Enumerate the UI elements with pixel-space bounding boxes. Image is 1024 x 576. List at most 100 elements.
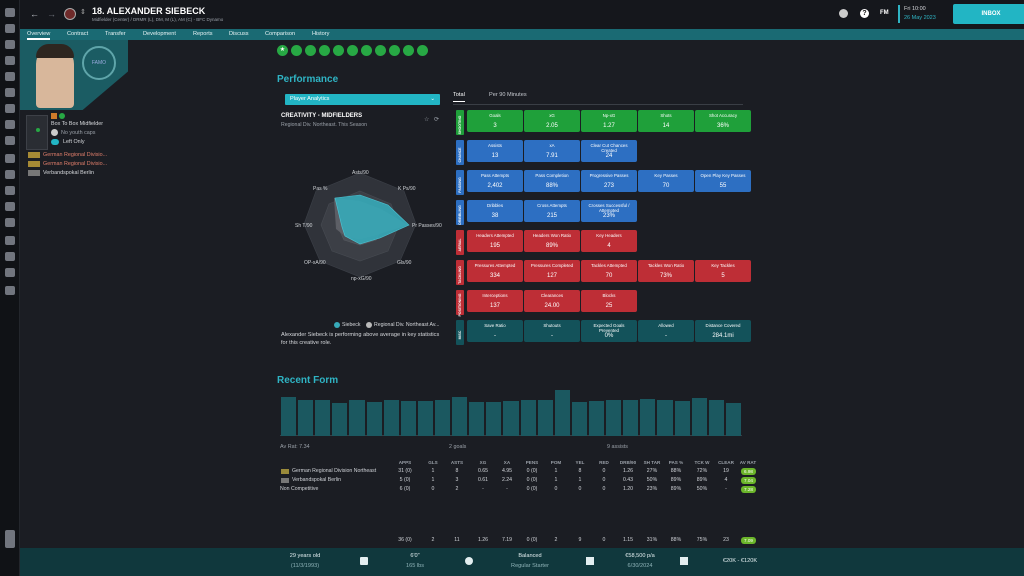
training-icon[interactable] [5, 104, 15, 113]
form-bar[interactable] [452, 397, 468, 436]
home-icon[interactable] [5, 8, 15, 17]
form-bar[interactable] [537, 400, 553, 436]
form-bar[interactable] [725, 402, 741, 436]
stats-header[interactable]: POM [550, 460, 562, 465]
tab-contract[interactable]: Contract [67, 31, 89, 37]
dev-centre-icon[interactable] [5, 136, 15, 145]
star-outline-icon[interactable]: ☆ [424, 117, 430, 123]
tab-total[interactable]: Total [453, 92, 465, 102]
club-crest-icon[interactable] [64, 8, 76, 20]
stats-header[interactable]: AV RAT [739, 460, 757, 465]
stats-header[interactable]: PENS [525, 460, 539, 465]
form-bar[interactable] [435, 400, 451, 436]
medical-icon[interactable] [5, 120, 15, 129]
stats-header[interactable]: XA [503, 460, 511, 465]
stat-tile[interactable]: Pass Attempts 2,402 [467, 170, 523, 192]
stat-tile[interactable]: Shots 14 [638, 110, 694, 132]
tab-comparison[interactable]: Comparison [265, 31, 296, 37]
stat-tile[interactable]: Crosses Successful / Attempted 23% [581, 200, 637, 222]
stat-tile[interactable]: Allowed - [638, 320, 694, 342]
analytics-dropdown[interactable]: Player Analytics ⌄ [285, 94, 440, 105]
stat-tile[interactable]: Tackles Attempted 70 [581, 260, 637, 282]
stat-tile[interactable]: Cross Attempts 215 [524, 200, 580, 222]
scouting-icon[interactable] [5, 202, 15, 211]
stat-tile[interactable]: Headers Won Ratio 89% [524, 230, 580, 252]
stats-header[interactable]: SH TAR [643, 460, 661, 465]
stats-header[interactable]: CLEAR [718, 460, 734, 465]
stat-tile[interactable]: Key Passes 70 [638, 170, 694, 192]
tab-transfer[interactable]: Transfer [105, 31, 126, 37]
stat-tile[interactable]: Key Tackles 5 [695, 260, 751, 282]
stat-tile[interactable]: Np-xG 1.27 [581, 110, 637, 132]
stat-tile[interactable]: Tackles Won Ratio 73% [638, 260, 694, 282]
stats-header[interactable]: APPS [398, 460, 412, 465]
form-bar[interactable] [691, 398, 707, 436]
stat-tile[interactable]: Headers Attempted 195 [467, 230, 523, 252]
form-bar[interactable] [503, 400, 519, 436]
tactic-icon-5[interactable] [333, 45, 344, 56]
staff-icon[interactable] [5, 88, 15, 97]
stat-tile[interactable]: Pass Completion 88% [524, 170, 580, 192]
report-icon[interactable] [5, 286, 15, 295]
help-icon[interactable]: ? [860, 9, 869, 18]
stat-tile[interactable]: Goals 3 [467, 110, 523, 132]
stat-tile[interactable]: Blocks 25 [581, 290, 637, 312]
form-bar[interactable] [674, 400, 690, 436]
tab-overview[interactable]: Overview [27, 29, 51, 40]
competition-1[interactable]: German Regional Divisio... [43, 152, 108, 158]
star-icon[interactable]: ★ [277, 45, 288, 56]
stat-tile[interactable]: xA 7.91 [524, 140, 580, 162]
stat-tile[interactable]: Pressures Attempted 334 [467, 260, 523, 282]
stat-tile[interactable]: Shot Accuracy 36% [695, 110, 751, 132]
stats-header[interactable]: TCK W [694, 460, 710, 465]
stat-tile[interactable]: Clear Cut Chances Created 24 [581, 140, 637, 162]
competition-2[interactable]: German Regional Divisio... [43, 161, 108, 167]
tactic-icon-11[interactable] [417, 45, 428, 56]
tactic-icon-3[interactable] [305, 45, 316, 56]
form-bar[interactable] [606, 400, 622, 436]
tactic-icon-4[interactable] [319, 45, 330, 56]
form-bar[interactable] [640, 399, 656, 436]
back-icon[interactable]: ← [30, 9, 39, 19]
stats-header[interactable]: XG [479, 460, 487, 465]
stats-row-name[interactable]: Verbandspokal Berlin [292, 477, 342, 483]
form-bar[interactable] [469, 402, 485, 436]
stat-tile[interactable]: Pressures Completed 127 [524, 260, 580, 282]
settings-icon[interactable] [839, 9, 848, 18]
tab-development[interactable]: Development [143, 31, 176, 37]
schedule-icon[interactable] [5, 170, 15, 179]
stat-tile[interactable]: Progressive Passes 273 [581, 170, 637, 192]
form-bar[interactable] [383, 400, 399, 436]
form-bar[interactable] [520, 399, 536, 436]
stat-tile[interactable]: Expected Goals Prevented 0% [581, 320, 637, 342]
stat-tile[interactable]: Distance Covered 284.1mi [695, 320, 751, 342]
forward-icon[interactable]: → [47, 9, 56, 19]
stats-header[interactable]: DRB/90 [619, 460, 637, 465]
inbox-button[interactable]: INBOX [953, 4, 1024, 24]
tactics-icon[interactable] [5, 56, 15, 65]
club-vision-icon[interactable] [5, 236, 15, 245]
inbox-icon[interactable] [5, 24, 15, 33]
form-bar[interactable] [417, 401, 433, 436]
tactic-icon-10[interactable] [403, 45, 414, 56]
stat-tile[interactable]: Clearances 24.00 [524, 290, 580, 312]
dev-icon[interactable] [5, 268, 15, 277]
tab-per90[interactable]: Per 90 Minutes [489, 92, 527, 98]
finances-icon[interactable] [5, 252, 15, 261]
tactic-icon-7[interactable] [361, 45, 372, 56]
fm-logo[interactable]: FM [880, 10, 889, 16]
form-bar[interactable] [486, 401, 502, 436]
form-bar[interactable] [657, 399, 673, 436]
stats-header[interactable]: PAS % [668, 460, 684, 465]
form-bar[interactable] [349, 399, 365, 436]
form-bar[interactable] [571, 401, 587, 436]
refresh-icon[interactable]: ⟳ [434, 117, 440, 123]
stat-tile[interactable]: Save Ratio - [467, 320, 523, 342]
stats-header[interactable]: GLS [428, 460, 438, 465]
tab-reports[interactable]: Reports [193, 31, 213, 37]
tab-discuss[interactable]: Discuss [229, 31, 249, 37]
switch-player-icon[interactable]: ⇕ [80, 9, 86, 16]
transfers-icon[interactable] [5, 218, 15, 227]
tactic-icon-9[interactable] [389, 45, 400, 56]
stat-tile[interactable]: Assists 13 [467, 140, 523, 162]
